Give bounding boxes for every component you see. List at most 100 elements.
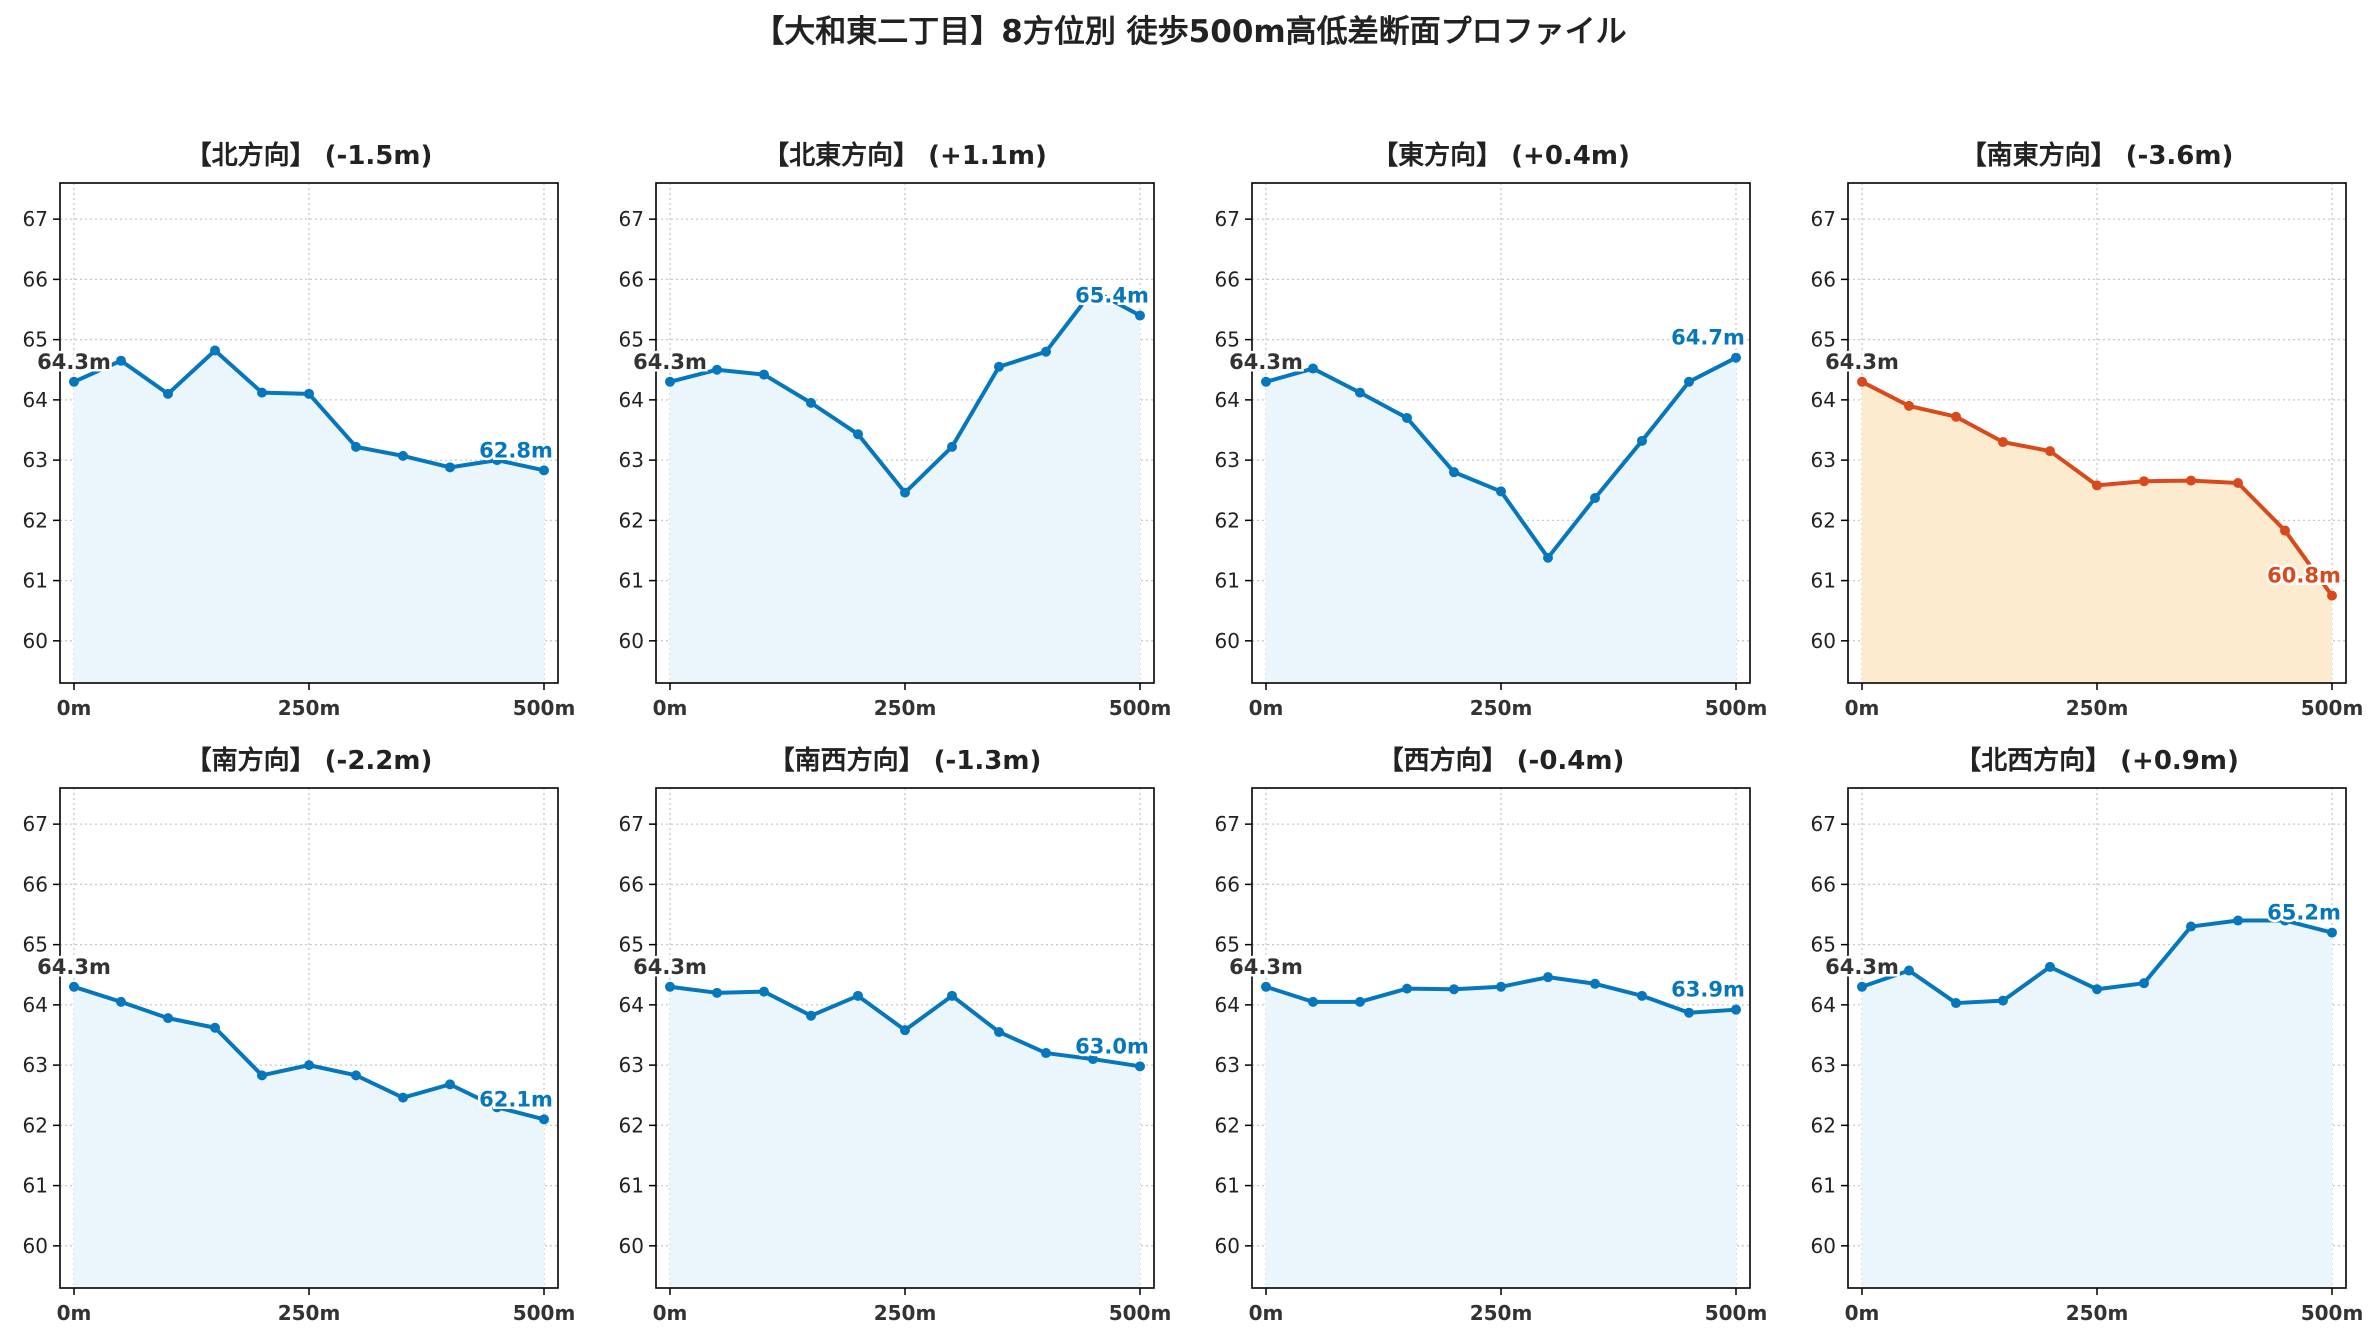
panel-title: 【北西方向】 (+0.9m): [1955, 745, 2239, 776]
y-tick-label: 63: [1215, 1053, 1240, 1077]
elevation-point: [1041, 346, 1051, 357]
panel-title: 【南東方向】 (-3.6m): [1961, 140, 2234, 171]
elevation-point: [2233, 915, 2243, 926]
y-tick-label: 60: [1811, 629, 1836, 653]
elevation-point: [1402, 983, 1412, 994]
end-elevation-label: 62.1m: [479, 1087, 553, 1111]
elevation-point: [759, 369, 769, 380]
elevation-point: [210, 345, 220, 356]
x-tick-label: 0m: [1249, 1301, 1284, 1325]
start-elevation-label: 64.3m: [633, 955, 707, 979]
elevation-point: [304, 1060, 314, 1071]
y-tick-label: 65: [23, 933, 48, 957]
y-tick-label: 66: [23, 872, 48, 896]
elevation-point: [1135, 310, 1145, 321]
elevation-point: [2186, 921, 2196, 932]
elevation-point: [2139, 978, 2149, 989]
elevation-point: [163, 388, 173, 399]
elevation-point: [1088, 1054, 1098, 1065]
elevation-point: [1355, 387, 1365, 398]
elevation-point: [1496, 486, 1506, 497]
elevation-point: [1449, 467, 1459, 478]
elevation-point: [1637, 435, 1647, 446]
elevation-point: [947, 441, 957, 452]
y-tick-label: 66: [23, 267, 48, 291]
elevation-point: [900, 487, 910, 498]
y-tick-label: 63: [1215, 448, 1240, 472]
elevation-point: [257, 387, 267, 398]
end-elevation-label: 65.2m: [2267, 901, 2341, 925]
y-tick-label: 62: [1215, 508, 1240, 532]
elevation-point: [1449, 984, 1459, 995]
x-tick-label: 250m: [1470, 696, 1533, 720]
elevation-point: [712, 987, 722, 998]
y-tick-label: 64: [619, 993, 644, 1017]
y-tick-label: 64: [1215, 388, 1240, 412]
direction-panel: 【南東方向】 (-3.6m) 60 61 62 63 64 65 66 67 0m 250m 500m…: [1811, 140, 2364, 720]
elevation-point: [2233, 478, 2243, 488]
elevation-point: [398, 450, 408, 461]
elevation-area-fill: [74, 350, 544, 683]
y-tick-label: 61: [619, 569, 644, 593]
end-elevation-label: 62.8m: [479, 438, 553, 462]
elevation-point: [116, 355, 126, 366]
elevation-point: [539, 1114, 549, 1125]
y-tick-label: 67: [619, 812, 644, 836]
end-elevation-label: 63.0m: [1075, 1034, 1149, 1058]
elevation-point: [1998, 437, 2008, 448]
elevation-area-fill: [74, 986, 544, 1288]
x-tick-label: 0m: [1845, 1301, 1880, 1325]
elevation-point: [1308, 996, 1318, 1007]
elevation-point: [1590, 978, 1600, 989]
elevation-point: [806, 397, 816, 408]
elevation-point: [445, 462, 455, 473]
elevation-point: [1731, 352, 1741, 363]
start-elevation-label: 64.3m: [37, 955, 111, 979]
elevation-point: [2139, 476, 2149, 487]
y-tick-label: 63: [1811, 448, 1836, 472]
y-tick-label: 63: [1811, 1053, 1836, 1077]
start-elevation-label: 64.3m: [633, 350, 707, 374]
y-tick-label: 61: [23, 1174, 48, 1198]
y-tick-label: 63: [23, 448, 48, 472]
elevation-point: [1731, 1004, 1741, 1015]
start-elevation-label: 64.3m: [1229, 350, 1303, 374]
x-tick-label: 250m: [2066, 696, 2129, 720]
elevation-area-fill: [1266, 977, 1736, 1288]
y-tick-label: 61: [23, 569, 48, 593]
x-tick-label: 500m: [1109, 696, 1172, 720]
y-tick-label: 64: [1811, 993, 1836, 1017]
elevation-point: [1951, 998, 1961, 1009]
elevation-point: [1998, 995, 2008, 1006]
y-tick-label: 67: [619, 207, 644, 231]
x-tick-label: 500m: [1705, 696, 1768, 720]
x-tick-label: 500m: [1109, 1301, 1172, 1325]
y-tick-label: 60: [1215, 629, 1240, 653]
x-tick-label: 500m: [2301, 696, 2364, 720]
y-tick-label: 61: [1811, 569, 1836, 593]
y-tick-label: 64: [23, 993, 48, 1017]
y-tick-label: 60: [619, 1234, 644, 1258]
elevation-point: [712, 364, 722, 375]
start-elevation-label: 64.3m: [1825, 350, 1899, 374]
elevation-point: [304, 388, 314, 399]
direction-panels: 【北方向】 (-1.5m) 60 61 62 63 64 65 66 67 0m 250m 500m 6…: [23, 140, 2364, 1325]
y-tick-label: 66: [619, 267, 644, 291]
elevation-point: [2092, 480, 2102, 491]
elevation-point: [2280, 915, 2290, 926]
x-tick-label: 0m: [1845, 696, 1880, 720]
elevation-point: [994, 361, 1004, 372]
elevation-point: [1857, 981, 1867, 992]
elevation-point: [2092, 984, 2102, 995]
elevation-point: [351, 441, 361, 452]
y-tick-label: 61: [619, 1174, 644, 1198]
y-tick-label: 65: [1215, 933, 1240, 957]
elevation-point: [210, 1022, 220, 1033]
x-tick-label: 0m: [57, 1301, 92, 1325]
end-elevation-label: 63.9m: [1671, 978, 1745, 1002]
elevation-area-fill: [1862, 920, 2332, 1288]
elevation-point: [1684, 1007, 1694, 1018]
elevation-point: [69, 376, 79, 387]
elevation-point: [1904, 965, 1914, 976]
